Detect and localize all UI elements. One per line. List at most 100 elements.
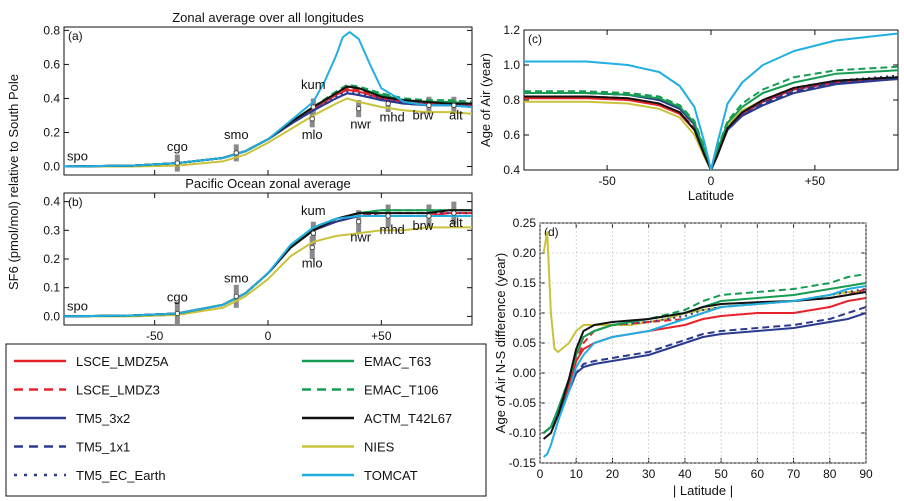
- panel-d: (d)-0.15-0.10-0.050.000.050.100.150.200.…: [493, 216, 873, 498]
- series-line-actm-t42l67: [64, 209, 472, 318]
- station-marker: [426, 102, 432, 108]
- x-tick-label: +50: [371, 329, 392, 343]
- y-tick-label: 0.6: [503, 128, 520, 142]
- legend-label: EMAC_T63: [364, 354, 431, 369]
- legend-item-lsce-lmdz5a: LSCE_LMDZ5A: [14, 354, 169, 369]
- station-label-kum: kum: [301, 203, 326, 218]
- station-label-smo: smo: [224, 270, 249, 285]
- y-tick-label: -0.05: [509, 396, 537, 410]
- station-label-cgo: cgo: [167, 139, 188, 154]
- series-line-emac-t106: [64, 209, 472, 318]
- panel-c: (c) 0.4 0.6 0.8 1.0 1.2 -50 0 +50 Latitude Age of …: [478, 23, 899, 203]
- x-tick-label: 0: [265, 329, 272, 343]
- panel-c-series: [524, 32, 898, 170]
- station-marker: [385, 213, 391, 219]
- legend-label: NIES: [364, 440, 395, 455]
- legend-label: TOMCAT: [364, 468, 418, 483]
- series-line-tm5-1x1: [64, 92, 472, 168]
- panel-c-frame: [523, 29, 899, 171]
- y-tick-label: 0.25: [513, 216, 537, 230]
- legend-label: TM5_3x2: [76, 411, 130, 426]
- station-label-cgo: cgo: [167, 290, 188, 305]
- series-line-nies: [64, 97, 472, 168]
- panel-c-y-axis-label: Age of Air (year): [478, 53, 493, 147]
- x-tick-label: 90: [859, 467, 873, 481]
- x-tick-label: 10: [570, 467, 584, 481]
- station-label-alt: alt: [449, 107, 463, 122]
- y-tick-label: 0.3: [43, 223, 60, 237]
- y-tick-label: 0.20: [513, 246, 537, 260]
- legend-label: LSCE_LMDZ5A: [76, 354, 169, 369]
- legend-item-emac-t63: EMAC_T63: [302, 354, 431, 369]
- y-tick-label: 0.0: [43, 309, 60, 323]
- station-label-nwr: nwr: [350, 117, 372, 132]
- y-tick-label: 0.4: [43, 195, 60, 209]
- station-label-nwr: nwr: [350, 230, 372, 245]
- x-tick-label: 40: [678, 467, 692, 481]
- x-tick-label: 80: [823, 467, 837, 481]
- panel-a: (a) Zonal average over all longitudes 0.0 0…: [43, 10, 473, 176]
- y-tick-label: 0.00: [513, 366, 537, 380]
- x-tick-label: 0: [708, 174, 715, 188]
- station-label-kum: kum: [301, 77, 326, 92]
- legend-item-emac-t106: EMAC_T106: [302, 383, 438, 398]
- y-tick-label: 0.15: [513, 276, 537, 290]
- series-line-nies: [64, 226, 472, 318]
- series-line-tm5-ec-earth: [524, 74, 898, 170]
- legend: LSCE_LMDZ5A LSCE_LMDZ3 TM5_3x2 TM5_1x1 TM5_E…: [5, 343, 487, 497]
- station-marker: [426, 213, 432, 219]
- series-line-tomcat: [542, 285, 866, 458]
- x-tick-label: 20: [606, 467, 620, 481]
- station-label-brw: brw: [412, 107, 434, 122]
- station-label-alt: alt: [449, 215, 463, 230]
- y-tick-label: 0.1: [43, 281, 60, 295]
- y-tick-label: 0.6: [43, 57, 60, 71]
- legend-label: TM5_1x1: [76, 440, 130, 455]
- legend-item-nies: NIES: [302, 440, 395, 455]
- series-line-emac-t106: [524, 65, 898, 170]
- series-line-tm5-3x2: [64, 215, 472, 318]
- y-tick-label: 0.10: [513, 306, 537, 320]
- panel-b-letter: (b): [68, 195, 83, 209]
- legend-item-lsce-lmdz3: LSCE_LMDZ3: [14, 383, 160, 398]
- series-line-tomcat: [64, 215, 472, 318]
- y-tick-label: 0.8: [503, 93, 520, 107]
- series-line-emac-t63: [542, 282, 866, 434]
- panel-d-x-axis-label: | Latitude |: [673, 483, 733, 498]
- station-marker: [174, 310, 180, 317]
- panel-a-title: Zonal average over all longitudes: [172, 10, 364, 25]
- station-marker: [309, 244, 315, 251]
- legend-item-tm5-3x2: TM5_3x2: [14, 411, 130, 426]
- x-tick-label: 60: [751, 467, 765, 481]
- y-tick-label: 0.0: [43, 159, 60, 173]
- legend-box: [5, 343, 487, 497]
- station-label-mhd: mhd: [379, 222, 404, 237]
- legend-item-tm5-1x1: TM5_1x1: [14, 440, 130, 455]
- station-label-spo: spo: [67, 148, 88, 163]
- y-tick-label: 0.2: [43, 125, 60, 139]
- y-tick-label: 1.0: [503, 58, 520, 72]
- station-label-mhd: mhd: [379, 110, 404, 125]
- panel-a-series: [64, 31, 472, 168]
- series-line-tomcat: [524, 32, 898, 170]
- legend-label: EMAC_T106: [364, 383, 438, 398]
- panel-c-x-axis-label: Latitude: [688, 188, 734, 203]
- x-tick-label: 30: [642, 467, 656, 481]
- panel-d-series: [542, 231, 866, 458]
- station-marker: [451, 102, 457, 108]
- legend-item-tm5-ec-earth: TM5_EC_Earth: [14, 468, 166, 483]
- station-marker: [385, 100, 391, 107]
- y-tick-label: 0.4: [43, 91, 60, 105]
- x-tick-label: -50: [146, 329, 164, 343]
- panel-b-title: Pacific Ocean zonal average: [185, 176, 350, 191]
- panel-c-letter: (c): [528, 32, 542, 46]
- station-marker: [174, 160, 180, 166]
- station-marker: [310, 230, 316, 236]
- station-label-mlo: mlo: [302, 127, 323, 142]
- x-tick-label: -50: [598, 174, 616, 188]
- legend-label: ACTM_T42L67: [364, 411, 452, 426]
- station-marker: [356, 219, 362, 225]
- legend-label: TM5_EC_Earth: [76, 468, 166, 483]
- legend-item-actm-t42l67: ACTM_T42L67: [302, 411, 452, 426]
- series-line-emac-t106: [64, 83, 472, 168]
